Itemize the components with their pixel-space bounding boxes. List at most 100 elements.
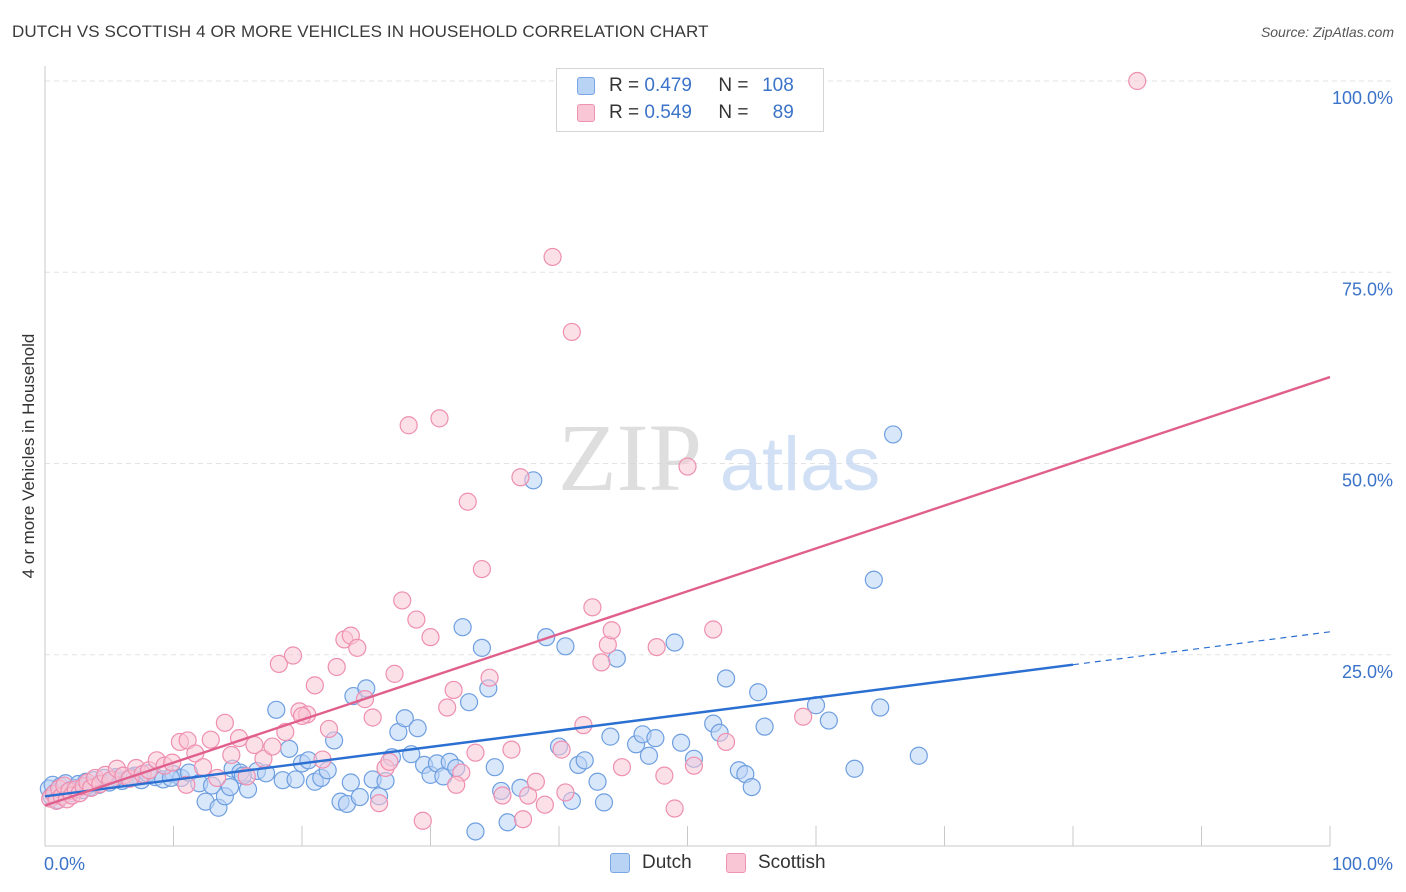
dutch-point [498, 813, 517, 832]
dutch-point [341, 773, 360, 792]
dutch-point [459, 693, 479, 712]
scottish-point [552, 740, 571, 759]
dutch-point [883, 425, 903, 444]
scottish-point [612, 758, 632, 777]
scottish-point [413, 811, 432, 830]
watermark-atlas: atlas [720, 422, 881, 507]
legend-row-scottish: R = 0.549 N = 89 [577, 100, 794, 126]
scottish-point [665, 799, 684, 818]
y-axis-label: 4 or more Vehicles in Household [19, 334, 38, 579]
scottish-point [283, 646, 303, 665]
dutch-point [601, 727, 620, 746]
source-credit: Source: ZipAtlas.com [1260, 24, 1394, 40]
scottish-point [574, 716, 593, 735]
dutch-swatch [577, 77, 595, 95]
scottish-point [519, 786, 538, 805]
chart-title: DUTCH VS SCOTTISH 4 OR MORE VEHICLES IN … [12, 22, 709, 41]
trend-lines [44, 375, 1331, 807]
dutch-n-value: 108 [762, 75, 794, 96]
y-tick-label: 100.0% [1332, 88, 1393, 108]
scottish-point [655, 766, 674, 785]
scottish-r-value: 0.549 [644, 102, 692, 123]
dutch-point [286, 770, 305, 789]
scottish-point [466, 743, 485, 762]
dutch-point [453, 618, 472, 637]
scottish-point [208, 768, 227, 788]
dutch-point [556, 637, 575, 656]
y-tick-label: 75.0% [1342, 279, 1393, 299]
dutch-point [588, 772, 607, 791]
scottish-point [526, 772, 545, 791]
scottish-point [493, 786, 512, 805]
dutch-point [472, 638, 491, 657]
dutch-point [280, 739, 299, 758]
scottish-point [201, 730, 220, 749]
dutch-point [594, 793, 614, 812]
series-legend: Dutch Scottish [0, 852, 1406, 878]
x-tick-label-min: 0.0% [44, 854, 85, 874]
dutch-legend-label: Dutch [642, 852, 692, 873]
scottish-trend-line [44, 375, 1331, 807]
dutch-point [909, 746, 928, 765]
scottish-point [421, 628, 440, 647]
y-tick-label: 50.0% [1342, 471, 1393, 491]
dutch-point [639, 746, 659, 765]
dutch-point [845, 759, 864, 778]
scottish-point [678, 457, 697, 476]
scottish-point [535, 795, 554, 814]
scottish-point [305, 676, 324, 695]
scottish-point [458, 492, 477, 511]
dutch-point [871, 698, 890, 717]
scottish-point [716, 732, 736, 752]
scottish-point [399, 416, 418, 435]
dutch-point [864, 570, 883, 589]
scottish-point [562, 322, 581, 342]
scottish-point [543, 247, 562, 267]
dutch-point [267, 700, 286, 719]
y-tick-label: 25.0% [1342, 662, 1393, 682]
scottish-legend-label: Scottish [758, 852, 826, 873]
legend-item-dutch[interactable]: Dutch [610, 852, 692, 874]
scottish-point [380, 752, 399, 771]
watermark: ZIP atlas [558, 404, 880, 511]
dutch-trend-line [44, 663, 1074, 798]
legend-item-scottish[interactable]: Scottish [726, 852, 826, 874]
dutch-point [755, 717, 774, 736]
scottish-point [684, 756, 704, 775]
axes [44, 826, 1331, 847]
scottish-point [222, 745, 241, 765]
r-label: R = [609, 75, 640, 96]
scottish-point [480, 668, 499, 687]
dutch-point [665, 633, 684, 652]
dutch-point [408, 719, 427, 738]
dutch-r-value: 0.479 [644, 75, 692, 96]
scottish-point [511, 468, 530, 487]
legend-row-dutch: R = 0.479 N = 108 [577, 73, 794, 99]
scottish-point [269, 654, 288, 674]
scottish-point [1128, 71, 1147, 91]
scottish-point [647, 637, 666, 657]
n-label: N = [718, 102, 749, 123]
dutch-point [646, 729, 665, 748]
scottish-point [472, 559, 491, 579]
scottish-point [438, 698, 457, 717]
scottish-point [193, 758, 213, 777]
scottish-point [407, 610, 426, 629]
scottish-point [327, 657, 346, 677]
scottish-point [704, 620, 723, 639]
scottish-legend-swatch [726, 853, 746, 873]
watermark-zip: ZIP [558, 404, 702, 511]
r-label: R = [609, 102, 640, 123]
dutch-point [350, 787, 369, 807]
scottish-point [447, 775, 466, 794]
scottish-point [363, 708, 382, 727]
scottish-point [393, 591, 412, 610]
dutch-point [220, 777, 240, 797]
dutch-legend-swatch [610, 853, 630, 873]
dutch-point [819, 711, 838, 730]
scottish-point [177, 775, 196, 794]
dutch-point [485, 758, 504, 777]
scottish-point [319, 719, 339, 739]
scottish-point [430, 409, 449, 428]
